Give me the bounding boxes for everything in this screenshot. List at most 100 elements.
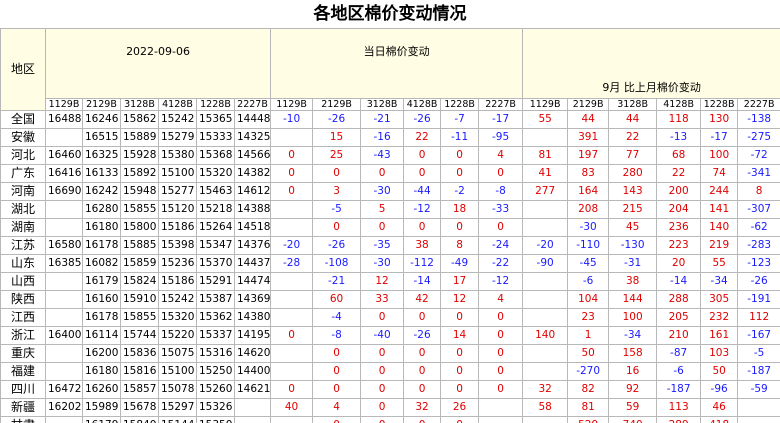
region: 江苏 bbox=[0, 236, 46, 255]
daily-change: 3 bbox=[312, 182, 362, 201]
price: 14325 bbox=[233, 128, 272, 147]
monthly-change: -20 bbox=[522, 236, 569, 255]
price: 14621 bbox=[233, 380, 272, 399]
price: 16246 bbox=[82, 110, 121, 129]
price: 15316 bbox=[196, 344, 235, 363]
price bbox=[45, 308, 83, 327]
daily-change: -5 bbox=[312, 200, 362, 219]
price: 16180 bbox=[82, 362, 121, 381]
price: 16178 bbox=[82, 236, 121, 255]
price: 15948 bbox=[120, 182, 159, 201]
monthly-change: 118 bbox=[656, 110, 702, 129]
daily-change: -21 bbox=[312, 272, 362, 291]
code-header: 1228B bbox=[440, 98, 480, 111]
price: 15859 bbox=[120, 254, 159, 273]
daily-change bbox=[270, 218, 314, 237]
daily-change: 0 bbox=[403, 164, 442, 183]
data-row: 山西 16179 15824 15186 15291 14474 -21 12 -14 17 -12… bbox=[0, 272, 780, 291]
daily-change: 0 bbox=[478, 218, 524, 237]
price: 14612 bbox=[233, 182, 272, 201]
daily-change: 0 bbox=[360, 416, 405, 423]
price: 15836 bbox=[120, 344, 159, 363]
monthly-change: 205 bbox=[656, 308, 702, 327]
daily-change: -26 bbox=[403, 326, 442, 345]
monthly-change: -270 bbox=[567, 362, 610, 381]
price: 15892 bbox=[120, 164, 159, 183]
monthly-change: -14 bbox=[656, 272, 702, 291]
code-header: 3128B bbox=[360, 98, 405, 111]
monthly-change: -17 bbox=[700, 128, 739, 147]
price: 15816 bbox=[120, 362, 159, 381]
daily-change: 14 bbox=[440, 326, 480, 345]
price: 15218 bbox=[196, 200, 235, 219]
daily-change: 0 bbox=[312, 362, 362, 381]
monthly-change: 44 bbox=[608, 110, 658, 129]
price: 15291 bbox=[196, 272, 235, 291]
price: 16133 bbox=[82, 164, 121, 183]
daily-change: 0 bbox=[403, 218, 442, 237]
daily-change bbox=[270, 362, 314, 381]
daily-change: 0 bbox=[440, 308, 480, 327]
price: 14620 bbox=[233, 344, 272, 363]
price: 15855 bbox=[120, 308, 159, 327]
monthly-change: 740 bbox=[608, 416, 658, 423]
monthly-change: 82 bbox=[567, 380, 610, 399]
monthly-change: 20 bbox=[656, 254, 702, 273]
price bbox=[233, 416, 272, 423]
price: 15297 bbox=[158, 398, 197, 417]
daily-change: 0 bbox=[312, 164, 362, 183]
group-header: 当日棉价变动 bbox=[270, 28, 524, 99]
monthly-change: 208 bbox=[567, 200, 610, 219]
daily-change: -26 bbox=[312, 236, 362, 255]
monthly-change: 59 bbox=[608, 398, 658, 417]
price: 15220 bbox=[158, 326, 197, 345]
monthly-change: 164 bbox=[567, 182, 610, 201]
code-header: 1129B bbox=[45, 98, 83, 111]
monthly-change: -87 bbox=[656, 344, 702, 363]
price bbox=[45, 344, 83, 363]
data-row: 福建 16180 15816 15100 15250 14400 0 0 0 0 0 -270 16 -6… bbox=[0, 362, 780, 381]
monthly-change: 50 bbox=[567, 344, 610, 363]
price: 16488 bbox=[45, 110, 83, 129]
price: 15365 bbox=[196, 110, 235, 129]
monthly-change: 58 bbox=[522, 398, 569, 417]
monthly-change: -187 bbox=[656, 380, 702, 399]
monthly-change: 197 bbox=[567, 146, 610, 165]
monthly-change: 77 bbox=[608, 146, 658, 165]
daily-change: 0 bbox=[478, 362, 524, 381]
monthly-change: 158 bbox=[608, 344, 658, 363]
code-header: 3128B bbox=[608, 98, 658, 111]
monthly-change: 219 bbox=[700, 236, 739, 255]
price: 16114 bbox=[82, 326, 121, 345]
price: 15368 bbox=[196, 146, 235, 165]
monthly-change: -90 bbox=[522, 254, 569, 273]
daily-change: 0 bbox=[360, 308, 405, 327]
monthly-change bbox=[522, 416, 569, 423]
daily-change: 8 bbox=[440, 236, 480, 255]
region: 江西 bbox=[0, 308, 46, 327]
code-header: 1228B bbox=[196, 98, 235, 111]
monthly-change: 280 bbox=[608, 164, 658, 183]
price: 14380 bbox=[233, 308, 272, 327]
daily-change: 0 bbox=[478, 344, 524, 363]
price: 14388 bbox=[233, 200, 272, 219]
daily-change: -108 bbox=[312, 254, 362, 273]
data-row: 湖南 16180 15800 15186 15264 14518 0 0 0 0 0 -30 45 236… bbox=[0, 218, 780, 237]
daily-change: -28 bbox=[270, 254, 314, 273]
price: 14448 bbox=[233, 110, 272, 129]
price: 16325 bbox=[82, 146, 121, 165]
data-row: 江苏 16580 16178 15885 15398 15347 14376 -20 -26 -3… bbox=[0, 236, 780, 255]
data-row: 河南 16690 16242 15948 15277 15463 14612 0 3 -30 -44… bbox=[0, 182, 780, 201]
monthly-change: 81 bbox=[522, 146, 569, 165]
daily-change bbox=[270, 290, 314, 309]
daily-change: 0 bbox=[478, 164, 524, 183]
monthly-change: -96 bbox=[700, 380, 739, 399]
monthly-change bbox=[522, 344, 569, 363]
price: 16200 bbox=[82, 344, 121, 363]
monthly-change: -62 bbox=[737, 218, 780, 237]
price: 16082 bbox=[82, 254, 121, 273]
monthly-change: 141 bbox=[700, 200, 739, 219]
price: 14400 bbox=[233, 362, 272, 381]
daily-change: 0 bbox=[403, 416, 442, 423]
data-row: 山东 16385 16082 15859 15236 15370 14437 -28 -108-… bbox=[0, 254, 780, 273]
